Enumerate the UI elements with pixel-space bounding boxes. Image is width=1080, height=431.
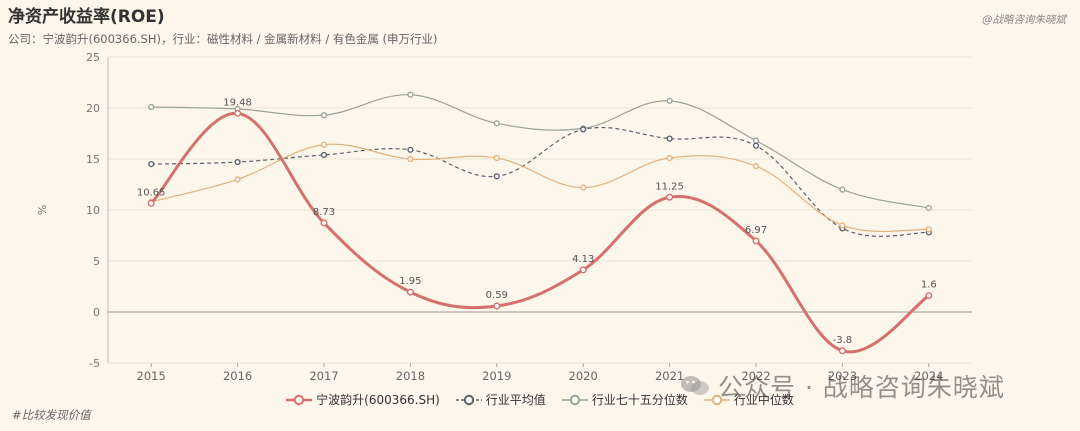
data-label: 11.25 [655, 181, 684, 192]
data-point [579, 266, 587, 274]
data-label: 19.48 [223, 97, 252, 108]
legend-item[interactable]: 行业中位数 [703, 391, 794, 408]
series-3 [148, 141, 932, 233]
data-label: 8.73 [313, 207, 335, 218]
data-label: 0.59 [486, 290, 508, 301]
x-tick-label: 2016 [223, 369, 252, 383]
x-tick-label: 2019 [482, 369, 511, 383]
chart-subtitle: 公司：宁波韵升(600366.SH)，行业：磁性材料 / 金属新材料 / 有色金… [8, 32, 438, 46]
data-point [493, 154, 500, 162]
data-point [839, 222, 846, 229]
x-tick-label: 2022 [741, 369, 770, 383]
data-point [752, 237, 760, 245]
data-point [666, 135, 673, 142]
data-point [752, 142, 760, 149]
watermark-text: 公众号 · 战略咨询朱晓斌 [718, 373, 1005, 402]
data-point [925, 292, 933, 300]
data-point [493, 120, 500, 127]
legend-label: 宁波韵升(600366.SH) [316, 393, 440, 407]
data-point [666, 193, 674, 201]
series-line [151, 94, 929, 209]
wechat-icon [680, 374, 710, 398]
data-point [406, 288, 414, 296]
y-tick-label: 10 [86, 204, 100, 217]
chart-legend: 宁波韵升(600366.SH) 行业平均值 行业七十五分位数 行业中位数 [0, 391, 1080, 408]
watermark: 公众号 · 战略咨询朱晓斌 [680, 368, 1005, 404]
data-label: -3.8 [833, 335, 853, 346]
data-point [407, 91, 414, 98]
legend-swatch [286, 394, 313, 405]
data-point [493, 173, 500, 180]
data-point [493, 302, 501, 310]
y-tick-label: -5 [89, 357, 100, 370]
x-tick-label: 2018 [396, 369, 425, 383]
legend-item[interactable]: 行业平均值 [455, 391, 546, 408]
data-label: 6.97 [745, 225, 767, 236]
series-1 [148, 126, 932, 237]
data-point [666, 154, 673, 162]
series-line [150, 111, 930, 354]
data-label: 10.65 [137, 187, 166, 198]
x-tick-label: 2024 [914, 369, 943, 383]
series-line [151, 143, 929, 233]
brand-label: @战略咨询朱晓斌 [982, 14, 1066, 26]
data-label: 1.6 [921, 280, 937, 291]
data-point [666, 97, 673, 104]
data-label: 1.95 [399, 276, 421, 287]
x-tick-label: 2017 [309, 369, 338, 383]
data-point [752, 163, 760, 170]
legend-swatch [703, 394, 730, 405]
x-tick-label: 2015 [137, 369, 166, 383]
data-point [234, 176, 241, 183]
data-point [838, 347, 846, 355]
y-tick-label: 25 [86, 51, 100, 64]
legend-label: 行业中位数 [733, 393, 794, 407]
data-point [234, 158, 241, 166]
data-point [925, 204, 932, 212]
data-point [320, 151, 328, 159]
legend-swatch [561, 394, 588, 405]
chart-title: 净资产收益率(ROE) [8, 7, 165, 27]
footer-tag: #比较发现价值 [12, 408, 91, 422]
x-tick-label: 2023 [828, 369, 857, 383]
data-point [752, 137, 760, 144]
legend-label: 行业平均值 [485, 393, 546, 407]
data-point [148, 161, 155, 168]
y-tick-label: 0 [93, 306, 100, 319]
data-point [407, 155, 414, 163]
data-point [580, 126, 587, 133]
legend-item[interactable]: 宁波韵升(600366.SH) [286, 391, 440, 408]
legend-label: 行业七十五分位数 [591, 393, 688, 407]
data-point [148, 103, 155, 111]
data-point [320, 112, 328, 119]
data-point [320, 141, 328, 148]
data-point [234, 109, 242, 117]
series-2 [148, 91, 932, 212]
data-point [407, 146, 414, 153]
data-point [839, 186, 846, 193]
data-point [580, 184, 587, 191]
legend-swatch [455, 394, 482, 405]
y-tick-label: 5 [93, 255, 100, 268]
series-0: 10.65 19.48 8.73 1.95 0.59 4.13 11.25 6.97 -3.8 1… [137, 97, 937, 355]
y-axis-label: % [36, 205, 49, 215]
y-tick-label: 15 [86, 153, 100, 166]
data-point [320, 219, 328, 227]
series-line [151, 126, 929, 237]
legend-item[interactable]: 行业七十五分位数 [561, 391, 688, 408]
y-tick-label: 20 [86, 102, 100, 115]
data-point [925, 226, 932, 233]
data-point [147, 199, 155, 207]
x-tick-label: 2021 [655, 369, 684, 383]
data-label: 4.13 [572, 254, 594, 265]
x-tick-label: 2020 [569, 369, 598, 383]
